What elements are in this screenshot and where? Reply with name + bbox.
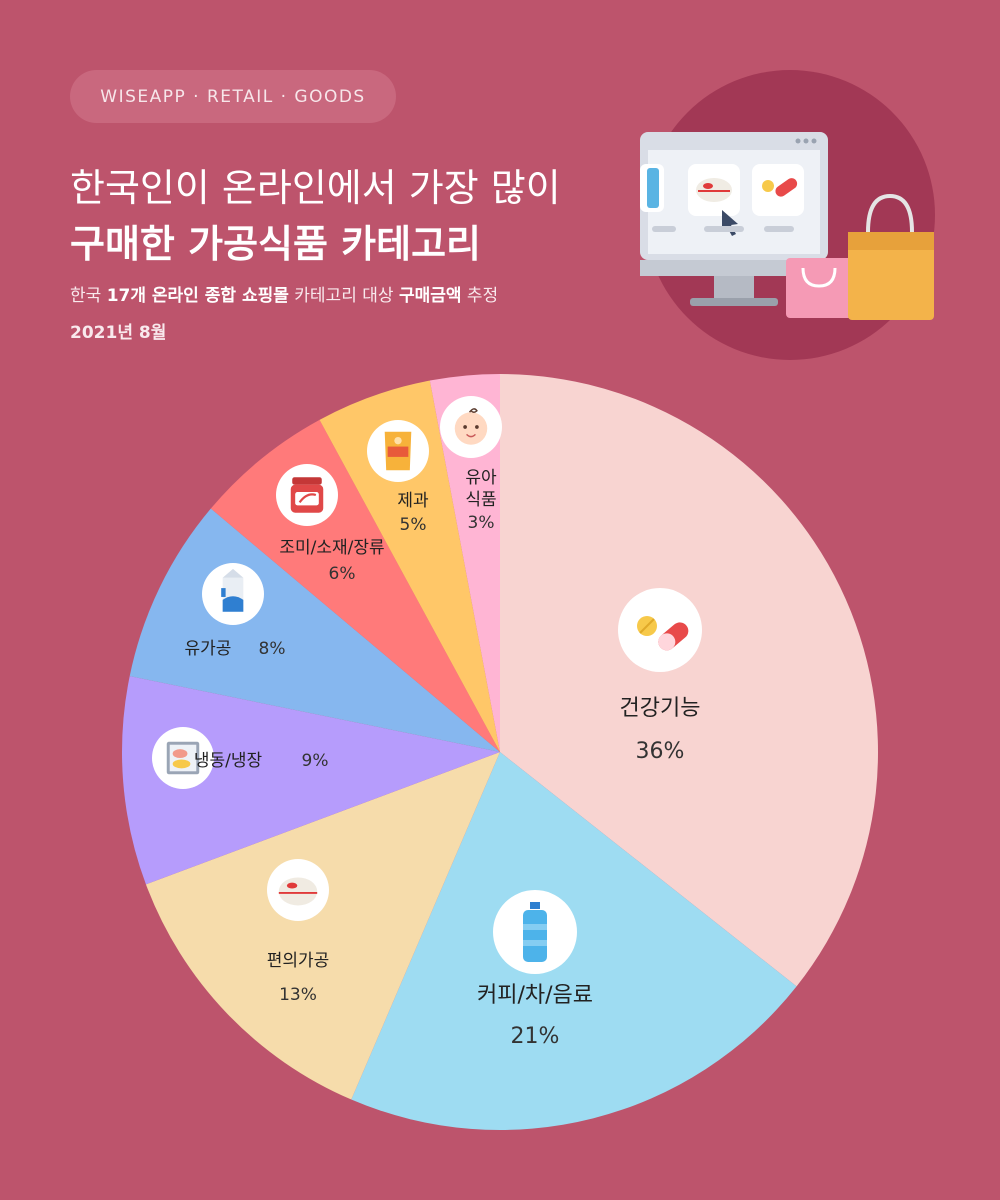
slice-label: 건강기능 [620,696,701,721]
pie-labels: 건강기능 36% 커피/차/음료 21% 편의가공 13% 냉동/냉장 9% 유가공 8% 조미/소… [152,396,702,1049]
slice-value: 5% [400,515,427,535]
slice-value: 13% [279,985,317,1005]
frozen-food-icon [152,727,214,789]
subtitle-part: 한국 [70,286,107,306]
shopping-bags-icon [786,193,934,320]
slice-label: 유아 식품 [465,468,497,510]
slice-value: 3% [468,513,495,533]
slice-value: 9% [302,751,329,771]
slice-label: 커피/차/음료 [477,983,593,1008]
snack-bag-icon [367,420,429,482]
pie-slice [122,676,500,885]
slice-value: 6% [329,564,356,584]
pie-slice [319,380,500,752]
pie-slice [500,374,879,987]
subtitle: 한국 17개 온라인 종합 쇼핑몰 카테고리 대상 구매금액 추정 [70,281,498,306]
subtitle-part: 17개 온라인 종합 쇼핑몰 [106,286,289,306]
slice-value: 21% [511,1024,560,1049]
pill-capsule-icon [618,588,702,672]
title-line-2: 구매한 가공식품 카테고리 [70,222,482,266]
pie-slice [429,374,500,752]
category-tag: WISEAPP · RETAIL · GOODS [70,70,396,123]
slice-label: 냉동/냉장 [194,751,263,771]
slice-value: 36% [636,739,685,764]
slice-value: 8% [259,639,286,659]
subtitle-part: 추정 [461,286,499,306]
shopping-illustration [640,70,935,360]
slice-label: 유가공 [185,639,232,659]
page-title: 한국인이 온라인에서 가장 많이 구매한 가공식품 카테고리 [70,160,561,272]
subtitle-part: 카테고리 대상 [288,286,399,306]
title-line-1: 한국인이 온라인에서 가장 많이 [70,166,561,210]
sauce-jar-icon [276,464,338,526]
slice-label: 조미/소재/장류 [279,538,384,558]
water-bottle-icon [493,890,577,974]
slice-label: 제과 [397,491,429,511]
date-label: 2021년 8월 [70,323,167,343]
pie-slice [145,752,500,1100]
slice-label: 편의가공 [267,951,330,971]
rice-bowl-icon [267,859,329,921]
monitor-icon [640,132,828,306]
milk-carton-icon [202,563,264,625]
subtitle-part: 구매금액 [398,286,462,306]
baby-face-icon [440,396,502,458]
